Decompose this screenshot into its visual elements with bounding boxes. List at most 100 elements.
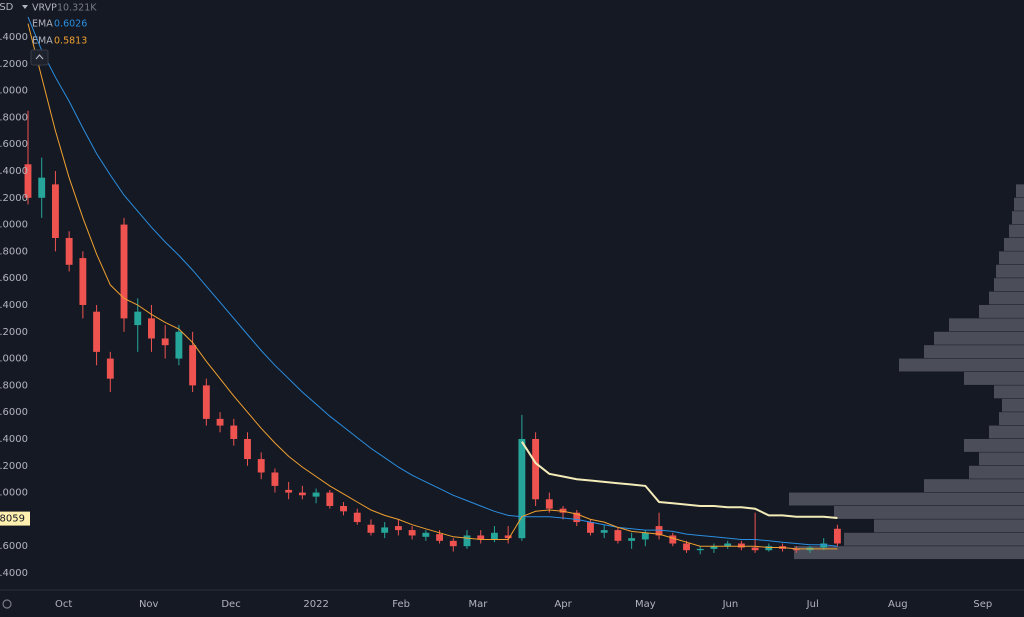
candle-body [737,543,745,548]
candle-body [422,532,430,537]
x-tick-label: 2022 [303,599,328,610]
candle-body [408,530,416,536]
legend-name: VRVP [32,3,57,14]
candle-body [436,534,443,541]
y-tick-label: 3.0000 [0,220,28,231]
candle-body [244,438,251,460]
collapse-button[interactable] [30,49,49,66]
profile-bar [1014,197,1024,211]
candle-body [394,526,402,531]
candle-body [326,492,334,506]
candle-body [285,489,293,493]
x-tick-label: Mar [469,599,489,610]
profile-bar [874,519,1024,533]
candle-body [683,543,690,551]
y-tick-label: 0.4000 [0,568,28,579]
candle-body [641,532,649,540]
indicator-line [27,16,838,547]
x-tick-label: Dec [221,599,240,610]
candle-body [51,184,59,238]
candle-body [24,164,32,198]
x-tick-label: Jun [722,599,739,610]
candle-body [532,438,540,500]
profile-bar [1002,398,1024,412]
candle-body [545,499,553,509]
y-tick-label: 2.6000 [0,273,28,284]
candle-body [710,546,718,549]
x-tick-label: Oct [55,599,72,610]
profile-bar [949,318,1024,332]
profile-bar [794,546,1024,560]
currency-dropdown[interactable] [22,5,28,9]
candle-body [189,345,197,386]
candle-body [463,535,471,547]
profile-bar [1012,211,1024,225]
candle-body [271,472,279,486]
candle-body [38,177,46,198]
y-tick-label: 1.0000 [0,488,28,499]
candle-body [65,237,73,265]
candle-body [792,548,800,551]
candle-body [614,530,622,541]
axes: 0.4000 0.6000 1.0000 1.2000 1.4000 1.6000 1.80… [0,32,1024,610]
candle-body [312,492,320,497]
candle-body [751,547,759,551]
candle-body [93,311,101,352]
y-tick-label: 1.6000 [0,407,28,418]
price-tag-label: 0.8059 [0,514,25,525]
candle-body [559,508,567,513]
legend-value: 0.5813 [54,36,87,47]
candle-body [202,385,210,419]
y-tick-label: 1.4000 [0,434,28,445]
candle-body [573,512,581,523]
x-tick-label: Feb [392,599,410,610]
candle-body [106,358,114,379]
volume-profile [789,184,1024,560]
profile-bar [979,304,1024,318]
profile-bar [996,264,1024,278]
candle-body [367,524,375,533]
legend-name: EMA [32,19,53,30]
indicator-line [521,441,838,519]
candle-body [175,331,183,359]
candle-body [298,492,306,496]
profile-bar [844,532,1024,546]
candle-body [724,543,732,547]
candle-body [628,538,636,541]
candle-body [79,258,87,305]
candle-body [161,338,169,346]
profile-bar [924,479,1024,493]
profile-bar [1004,237,1024,251]
candle-body [655,526,663,536]
y-tick-label: 2.4000 [0,300,28,311]
legend-name: EMA [32,36,53,47]
x-tick-label: Aug [888,599,908,610]
candle-body [820,543,828,548]
candle-body [669,535,677,544]
candle-body [353,512,361,523]
profile-bar [964,438,1024,452]
x-tick-label: Sep [973,599,992,610]
x-tick-label: Jul [806,599,819,610]
profile-bar [969,465,1024,479]
profile-bar [989,291,1024,305]
profile-bar [999,412,1024,426]
y-tick-label: 2.2000 [0,327,28,338]
candle-body [696,548,704,551]
candle-body [518,438,526,539]
candle-body [504,535,512,539]
profile-bar [999,251,1024,265]
profile-bar [834,505,1024,519]
settings-icon[interactable] [2,599,12,609]
candle-body [449,540,457,547]
candle-body [765,546,773,551]
candle-body [148,318,155,339]
y-tick-label: 3.2000 [0,193,28,204]
y-tick-label: 3.8000 [0,112,28,123]
profile-bar [1009,224,1024,238]
candle-body [833,528,841,544]
indicator-line [27,23,838,550]
profile-bar [899,358,1024,372]
profile-bar [979,452,1024,466]
